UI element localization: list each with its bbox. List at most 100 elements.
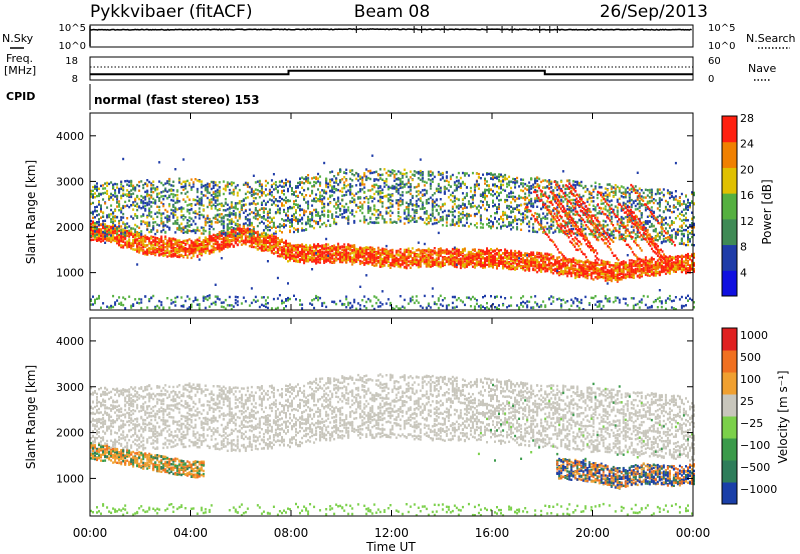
power-cell (102, 215, 105, 218)
power-cell (198, 239, 201, 242)
power-cell (176, 255, 179, 258)
power-cell (425, 191, 428, 195)
power-cell (307, 259, 310, 263)
power-cell (381, 178, 384, 181)
power-cell (150, 296, 153, 299)
power-cell (242, 199, 245, 202)
power-cell (327, 182, 330, 185)
power-cell (423, 193, 426, 197)
power-cell (377, 199, 380, 203)
power-cell (94, 221, 96, 225)
power-cell (367, 176, 370, 180)
power-cell (297, 251, 299, 254)
power-cell (158, 242, 161, 245)
power-cell (230, 228, 233, 232)
power-cell (250, 238, 253, 241)
power-cell (148, 197, 151, 200)
power-cell (208, 294, 211, 297)
power-cell (335, 215, 338, 218)
power-cell (252, 174, 255, 177)
power-cell (152, 221, 155, 224)
power-cell (134, 241, 137, 245)
power-cell (114, 182, 117, 186)
power-cell (347, 222, 350, 225)
power-cell (100, 216, 102, 219)
power-cell (234, 227, 237, 231)
power-cell (118, 191, 121, 194)
power-cell (325, 247, 328, 250)
power-cell (182, 255, 185, 258)
power-cell (270, 191, 273, 194)
power-cell (441, 171, 444, 175)
power-cell (427, 247, 430, 250)
power-cell (413, 173, 416, 177)
power-cell (262, 234, 265, 237)
power-cell (160, 195, 163, 198)
power-cell (256, 224, 259, 228)
power-cell (331, 185, 334, 188)
power-cell (379, 173, 382, 177)
power-cell (375, 217, 378, 221)
power-cell (200, 226, 203, 229)
power-cell (228, 245, 231, 248)
power-cell (283, 253, 285, 256)
power-cell (246, 236, 249, 239)
power-cell (154, 239, 157, 242)
power-cell (309, 252, 312, 255)
power-cell (228, 182, 231, 185)
power-cell (162, 203, 165, 206)
power-cell (116, 205, 119, 208)
power-cell (208, 224, 211, 227)
power-cell (315, 247, 318, 250)
power-cell (232, 206, 235, 209)
power-cell (276, 189, 279, 193)
power-cell (329, 201, 332, 205)
power-cell (122, 187, 125, 190)
power-cell (192, 252, 195, 255)
power-cell (202, 209, 205, 212)
power-cell (146, 179, 149, 182)
power-cell (317, 211, 320, 214)
power-cell (297, 243, 299, 247)
power-cell (236, 191, 239, 194)
power-cell (226, 224, 229, 227)
power-cell (297, 220, 299, 223)
power-cell (110, 196, 113, 199)
power-cell (120, 208, 123, 211)
power-cell (106, 214, 109, 217)
power-cell (132, 238, 135, 242)
power-cell (345, 208, 348, 212)
power-cell (389, 186, 392, 189)
power-cell (142, 183, 145, 187)
power-cell (315, 210, 318, 214)
power-cell (407, 185, 410, 189)
power-cell (106, 229, 109, 233)
power-cell (383, 195, 386, 198)
power-cell (202, 184, 205, 188)
power-cell (108, 233, 111, 236)
power-cell (164, 253, 167, 257)
power-cell (429, 182, 432, 185)
power-cell (194, 251, 197, 254)
power-cell (289, 230, 291, 234)
power-cell (222, 305, 225, 309)
power-cell (172, 216, 175, 219)
power-cell (156, 185, 159, 189)
power-cell (130, 204, 133, 207)
power-cell (343, 303, 346, 306)
power-cell (293, 256, 295, 259)
power-cell (319, 252, 322, 255)
power-cell (409, 252, 412, 256)
power-cell (140, 194, 143, 198)
power-cell (383, 168, 386, 171)
power-cell (148, 230, 151, 234)
power-cell (206, 214, 209, 217)
power-cell (214, 190, 217, 193)
power-cell (409, 260, 412, 263)
power-cell (190, 207, 193, 211)
power-cell (270, 307, 273, 310)
power-cell (421, 252, 424, 255)
power-cell (295, 244, 297, 247)
power-cell (252, 226, 255, 229)
power-cell (236, 184, 239, 187)
